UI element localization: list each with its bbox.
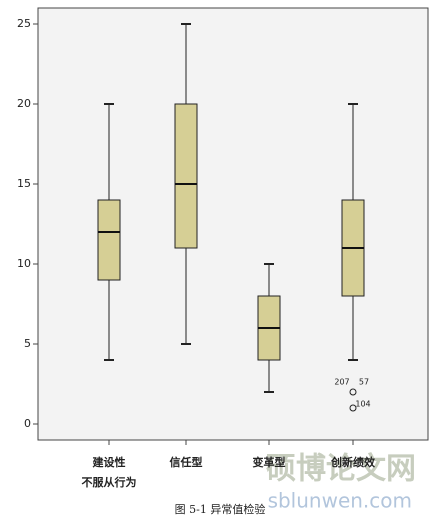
- x-tick-label: 建设性: [93, 455, 126, 469]
- caption: 图 5-1 异常值检验: [175, 502, 266, 516]
- y-tick-label: 15: [17, 177, 31, 190]
- y-tick-label: 0: [24, 417, 31, 430]
- y-tick-label: 5: [24, 337, 31, 350]
- watermark: sblunwen.com: [268, 489, 412, 513]
- plot-frame: [37, 7, 429, 441]
- x-tick-label: 不服从行为: [82, 475, 137, 489]
- outlier: [349, 388, 357, 396]
- outlier-label: 104: [355, 400, 370, 409]
- outlier-label: 57: [359, 378, 369, 387]
- x-tick-label: 信任型: [170, 455, 203, 469]
- watermark: 硕博论文网: [266, 452, 416, 487]
- x-tick-label: 创新绩效: [330, 455, 376, 469]
- x-tick-label: 变革型: [253, 455, 286, 469]
- outlier: [349, 404, 357, 412]
- y-tick-label: 25: [17, 17, 31, 30]
- box: [174, 103, 198, 249]
- outlier-label: 207: [334, 378, 349, 387]
- box: [97, 199, 121, 281]
- y-tick-label: 10: [17, 257, 31, 270]
- y-tick-label: 20: [17, 97, 31, 110]
